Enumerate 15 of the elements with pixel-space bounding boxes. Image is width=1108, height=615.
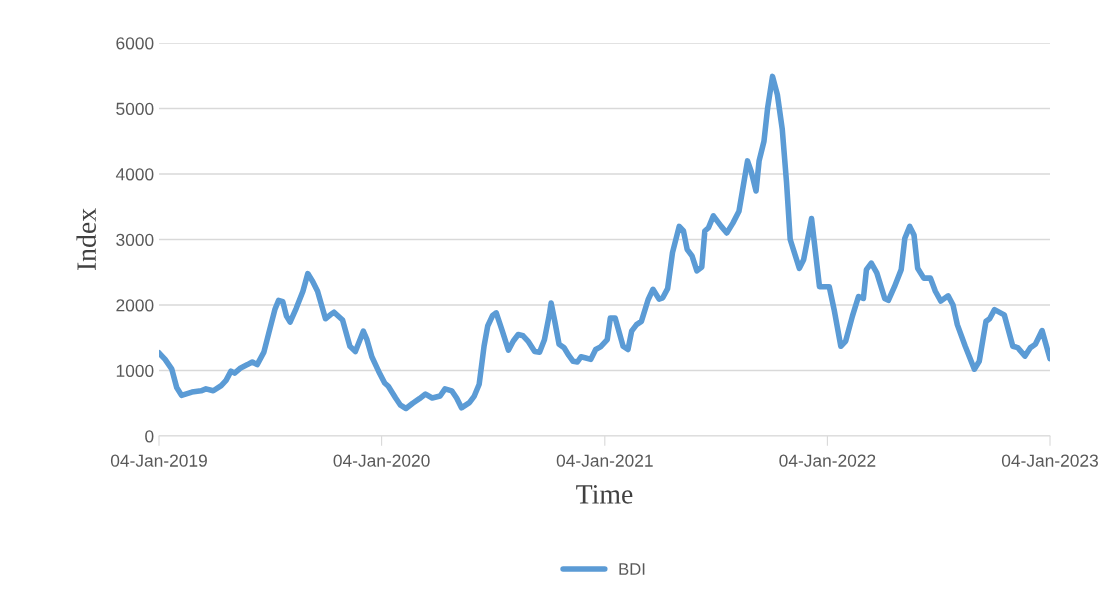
y-axis-title: Index	[76, 208, 96, 271]
y-tick-label: 2000	[116, 299, 154, 312]
legend-label: BDI	[619, 563, 645, 575]
y-tick-label: 1000	[116, 364, 154, 377]
x-tick-label: 04-Jan-2023	[1001, 454, 1098, 467]
y-tick-label: 0	[145, 430, 154, 443]
x-axis-title: Time	[576, 485, 633, 504]
y-tick-label: 5000	[116, 102, 154, 115]
x-tick-label: 04-Jan-2021	[556, 454, 653, 467]
y-tick-label: 3000	[116, 233, 154, 246]
x-tick-label: 04-Jan-2022	[779, 454, 876, 467]
y-tick-label: 6000	[116, 37, 154, 50]
x-tick-label: 04-Jan-2020	[333, 454, 430, 467]
x-tick-label: 04-Jan-2019	[110, 454, 207, 467]
y-tick-label: 4000	[115, 168, 154, 181]
